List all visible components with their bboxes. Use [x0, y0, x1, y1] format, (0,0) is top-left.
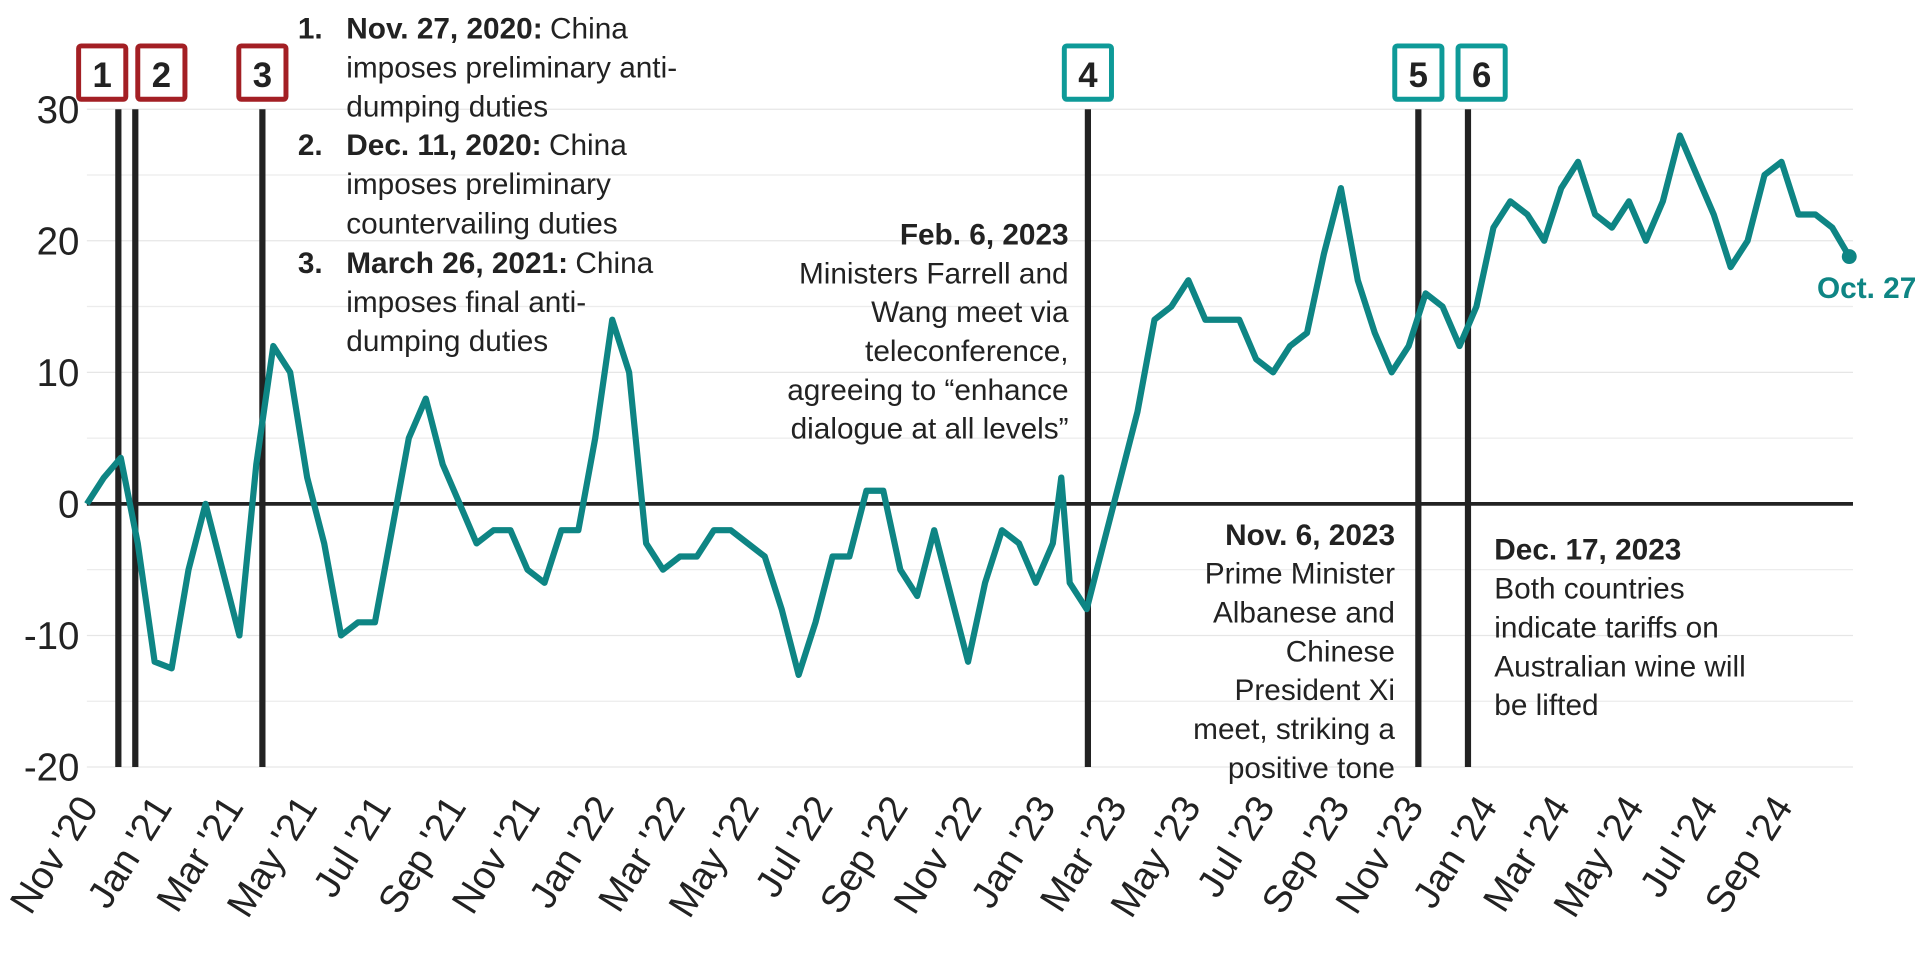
- event-box: [1455, 43, 1508, 102]
- callout-text: Chinese: [1286, 635, 1395, 668]
- note-number: 1.: [298, 12, 323, 45]
- end-point: [1841, 249, 1857, 265]
- note-text: countervailing duties: [346, 207, 617, 240]
- note-date: March 26, 2021:: [346, 247, 568, 280]
- event-box: [135, 43, 188, 102]
- callout-text: teleconference,: [865, 335, 1069, 368]
- callout-text: Ministers Farrell and: [799, 257, 1069, 290]
- note-first-line: Dec. 11, 2020: China: [346, 129, 627, 162]
- event-box: [76, 43, 129, 102]
- y-tick-label: 30: [37, 89, 80, 132]
- callout-text: positive tone: [1228, 752, 1395, 785]
- note-text: China: [550, 12, 628, 45]
- y-tick-label: -20: [24, 747, 80, 790]
- note-date: Nov. 27, 2020:: [346, 12, 542, 45]
- note-text: China: [575, 247, 653, 280]
- y-tick-label: 20: [37, 220, 80, 263]
- callout-text: Wang meet via: [871, 296, 1069, 329]
- callout-text: indicate tariffs on: [1494, 611, 1718, 644]
- note-number: 2.: [298, 129, 323, 162]
- y-tick-label: 0: [58, 484, 79, 527]
- note-text: China: [549, 129, 627, 162]
- note-text: imposes preliminary: [346, 168, 611, 201]
- callout-text: Prime Minister: [1205, 558, 1395, 591]
- callout-date: Feb. 6, 2023: [900, 218, 1069, 251]
- event-number: 1: [93, 57, 112, 95]
- callout-text: President Xi: [1235, 674, 1395, 707]
- callout-text: be lifted: [1494, 689, 1598, 722]
- event-number: 5: [1409, 57, 1428, 95]
- event-number: 6: [1472, 57, 1491, 95]
- event-box: [236, 43, 289, 102]
- callout-date: Dec. 17, 2023: [1494, 534, 1681, 567]
- note-text: dumping duties: [346, 91, 548, 124]
- event-box: [1392, 43, 1445, 102]
- callout-text: dialogue at all levels”: [791, 413, 1069, 446]
- note-text: dumping duties: [346, 325, 548, 358]
- data-line: [84, 132, 1852, 679]
- event-number: 3: [253, 57, 272, 95]
- note-number: 3.: [298, 247, 323, 280]
- callout-text: meet, striking a: [1193, 713, 1395, 746]
- callout-text: Australian wine will: [1494, 650, 1745, 683]
- callout-text: Albanese and: [1213, 597, 1395, 630]
- event-number: 2: [152, 57, 171, 95]
- y-tick-label: -10: [24, 615, 80, 658]
- callout-text: Both countries: [1494, 573, 1684, 606]
- note-date: Dec. 11, 2020:: [346, 129, 541, 162]
- event-number: 4: [1078, 57, 1098, 95]
- end-label: Oct. 27: [1817, 272, 1916, 305]
- note-first-line: March 26, 2021: China: [346, 247, 653, 280]
- note-text: imposes preliminary anti-: [346, 52, 677, 85]
- callout-date: Nov. 6, 2023: [1225, 519, 1395, 552]
- y-tick-label: 10: [37, 352, 80, 395]
- note-first-line: Nov. 27, 2020: China: [346, 12, 628, 45]
- callout-text: agreeing to “enhance: [787, 374, 1068, 407]
- event-box: [1061, 43, 1114, 102]
- note-text: imposes final anti-: [346, 286, 586, 319]
